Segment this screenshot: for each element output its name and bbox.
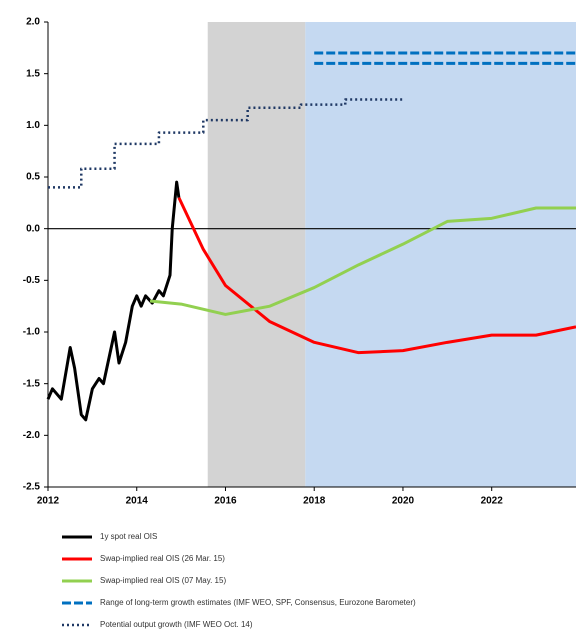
y-tick-label: -2.5 xyxy=(23,482,41,493)
legend-label: Range of long-term growth estimates (IMF… xyxy=(100,598,416,607)
y-tick-label: 0.0 xyxy=(26,223,40,234)
series-line xyxy=(48,98,403,189)
y-tick-label: -2.0 xyxy=(23,430,41,441)
x-tick-label: 2012 xyxy=(37,496,60,507)
shaded-region xyxy=(207,22,306,487)
y-tick-label: 1.0 xyxy=(26,120,40,131)
shaded-region xyxy=(305,22,576,487)
legend-label: Swap-implied real OIS (26 Mar. 15) xyxy=(100,554,225,563)
series-line xyxy=(177,197,576,355)
x-tick-label: 2020 xyxy=(392,496,415,507)
x-tick-label: 2018 xyxy=(303,496,326,507)
legend-label: 1y spot real OIS xyxy=(100,532,157,541)
y-tick-label: -0.5 xyxy=(23,275,41,286)
x-tick-label: 2022 xyxy=(481,496,504,507)
y-tick-label: -1.5 xyxy=(23,378,41,389)
legend-label: Potential output growth (IMF WEO Oct. 14… xyxy=(100,620,253,629)
legend-label: Swap-implied real OIS (07 May. 15) xyxy=(100,576,226,585)
y-tick-label: 0.5 xyxy=(26,172,40,183)
series-line xyxy=(149,206,576,316)
y-tick-label: 1.5 xyxy=(26,68,40,79)
y-tick-label: -1.0 xyxy=(23,327,41,338)
x-tick-label: 2016 xyxy=(214,496,237,507)
series-line xyxy=(46,180,181,422)
x-tick-label: 2014 xyxy=(126,496,149,507)
y-tick-label: 2.0 xyxy=(26,17,40,28)
